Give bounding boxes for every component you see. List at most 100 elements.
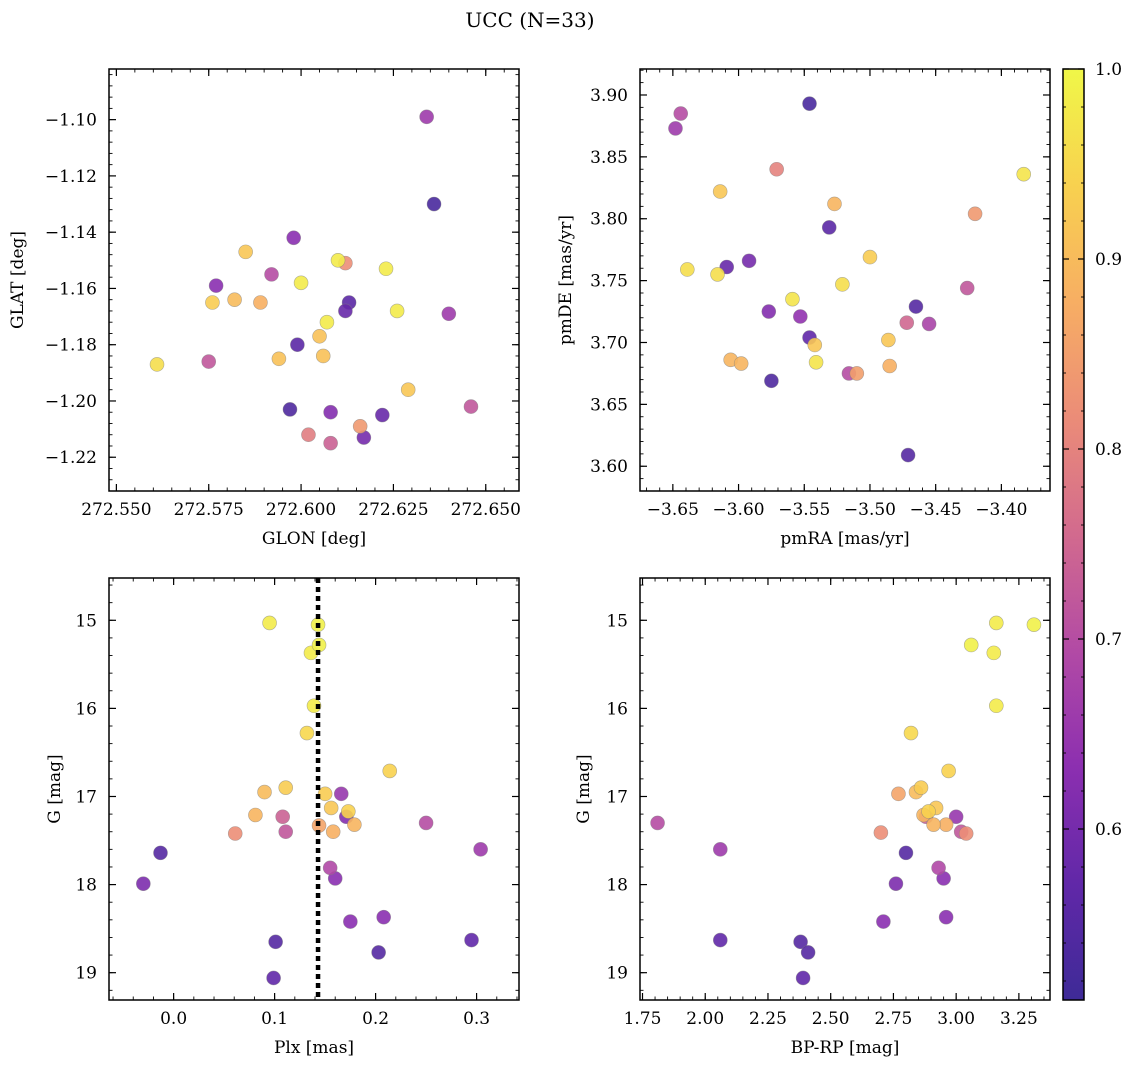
colorbar: 0.6 0.7 0.8 0.9 1.0: [1062, 60, 1122, 1001]
scatter-point: [257, 784, 272, 800]
colorbar-tick-label: 0.6: [1095, 820, 1122, 840]
scatter-point: [807, 337, 823, 353]
y-tick-label: 19: [75, 964, 97, 984]
scatter-point: [473, 842, 488, 857]
scatter-point: [266, 970, 281, 986]
scatter-point: [963, 637, 979, 653]
y-tick-label: 19: [606, 964, 628, 984]
y-tick-label: 3.90: [590, 86, 628, 106]
scatter-point: [306, 698, 322, 714]
y-tick-label: 3.85: [590, 148, 628, 168]
scatter-point: [938, 909, 954, 925]
y-tick-label: −1.18: [45, 336, 97, 356]
x-tick-label: 272.575: [174, 500, 244, 520]
scatter-point: [323, 800, 339, 816]
scatter-point: [282, 402, 298, 417]
x-tick-label: 272.600: [266, 500, 336, 520]
x-tick-label: −3.60: [713, 500, 765, 520]
scatter-point: [650, 815, 665, 831]
scatter-point: [785, 291, 800, 307]
scatter-point: [876, 914, 891, 929]
scatter-point: [967, 206, 983, 222]
y-tick-label: 18: [606, 876, 628, 896]
scatter-point: [891, 786, 906, 802]
scatter-point: [299, 725, 315, 741]
scatter-point: [710, 267, 725, 282]
y-tick-label: 3.60: [590, 457, 628, 477]
x-tick-label: 0.3: [463, 1009, 490, 1029]
y-tick-label: 17: [75, 787, 97, 807]
x-tick-label: 2.00: [686, 1009, 724, 1029]
scatter-point: [769, 161, 784, 177]
scatter-point: [986, 645, 1002, 661]
x-tick-label: 2.50: [812, 1009, 850, 1029]
scatter-point: [733, 356, 749, 371]
scatter-point: [271, 351, 287, 367]
x-tick-label: 3.00: [937, 1009, 975, 1029]
scatter-point: [464, 932, 479, 948]
plot-frame: [108, 577, 520, 1001]
scatter-point: [325, 824, 341, 840]
scatter-point: [426, 196, 442, 212]
scatter-point: [293, 275, 309, 291]
scatter-point: [938, 817, 954, 832]
x-tick-label: 272.550: [81, 500, 151, 520]
scatter-point: [761, 304, 777, 319]
y-axis-label: G [mag]: [45, 754, 65, 823]
scatter-point: [1026, 617, 1042, 632]
scatter-point: [931, 860, 946, 876]
y-tick-label: 3.75: [590, 272, 628, 292]
scatter-point: [913, 780, 929, 795]
scatter-point: [227, 826, 243, 841]
colorbar-tick-label: 0.7: [1095, 630, 1122, 650]
scatter-point: [136, 876, 151, 892]
y-axis-label: GLAT [deg]: [8, 231, 28, 329]
scatter-point: [323, 435, 338, 451]
y-axis-label: pmDE [mas/yr]: [556, 215, 576, 345]
scatter-point: [795, 970, 811, 986]
scatter-point: [290, 337, 305, 353]
plot-frame: [639, 577, 1051, 1001]
scatter-point: [881, 332, 896, 348]
scatter-point: [712, 184, 728, 199]
scatter-point: [153, 845, 168, 861]
y-tick-label: 16: [606, 699, 628, 719]
scatter-point: [347, 817, 362, 832]
scatter-point: [322, 860, 338, 876]
scatter-point: [882, 358, 897, 374]
y-tick-label: −1.14: [45, 223, 97, 243]
scatter-point: [376, 909, 391, 925]
scatter-point: [268, 934, 283, 950]
y-tick-label: 15: [606, 611, 628, 631]
scatter-point: [317, 786, 333, 802]
y-tick-label: 17: [606, 787, 628, 807]
scatter-point: [352, 418, 368, 434]
x-tick-label: 2.25: [749, 1009, 787, 1029]
scatter-point: [238, 244, 253, 260]
scatter-point: [341, 804, 356, 819]
y-tick-label: 3.80: [590, 210, 628, 230]
scatter-point: [418, 815, 434, 831]
scatter-point: [382, 763, 398, 779]
scatter-point: [989, 615, 1004, 631]
y-axis-label: G [mag]: [574, 754, 594, 823]
scatter-point: [227, 292, 242, 307]
scatter-point: [330, 253, 346, 268]
scatter-point: [862, 249, 878, 265]
scatter-point: [378, 261, 394, 277]
scatter-point: [873, 825, 889, 840]
scatter-point: [323, 404, 338, 420]
colorbar-tick-label: 0.9: [1095, 250, 1122, 270]
scatter-point: [802, 96, 817, 111]
scatter-point: [301, 427, 316, 443]
scatter-point: [959, 280, 975, 296]
scatter-point: [312, 328, 327, 344]
x-tick-label: −3.65: [647, 500, 699, 520]
scatter-point: [900, 447, 916, 463]
y-tick-label: −1.20: [45, 392, 97, 412]
y-tick-label: 18: [75, 876, 97, 896]
scatter-point: [441, 306, 457, 322]
scatter-point: [680, 262, 695, 277]
scatter-point: [286, 230, 301, 246]
scatter-point: [201, 354, 217, 369]
